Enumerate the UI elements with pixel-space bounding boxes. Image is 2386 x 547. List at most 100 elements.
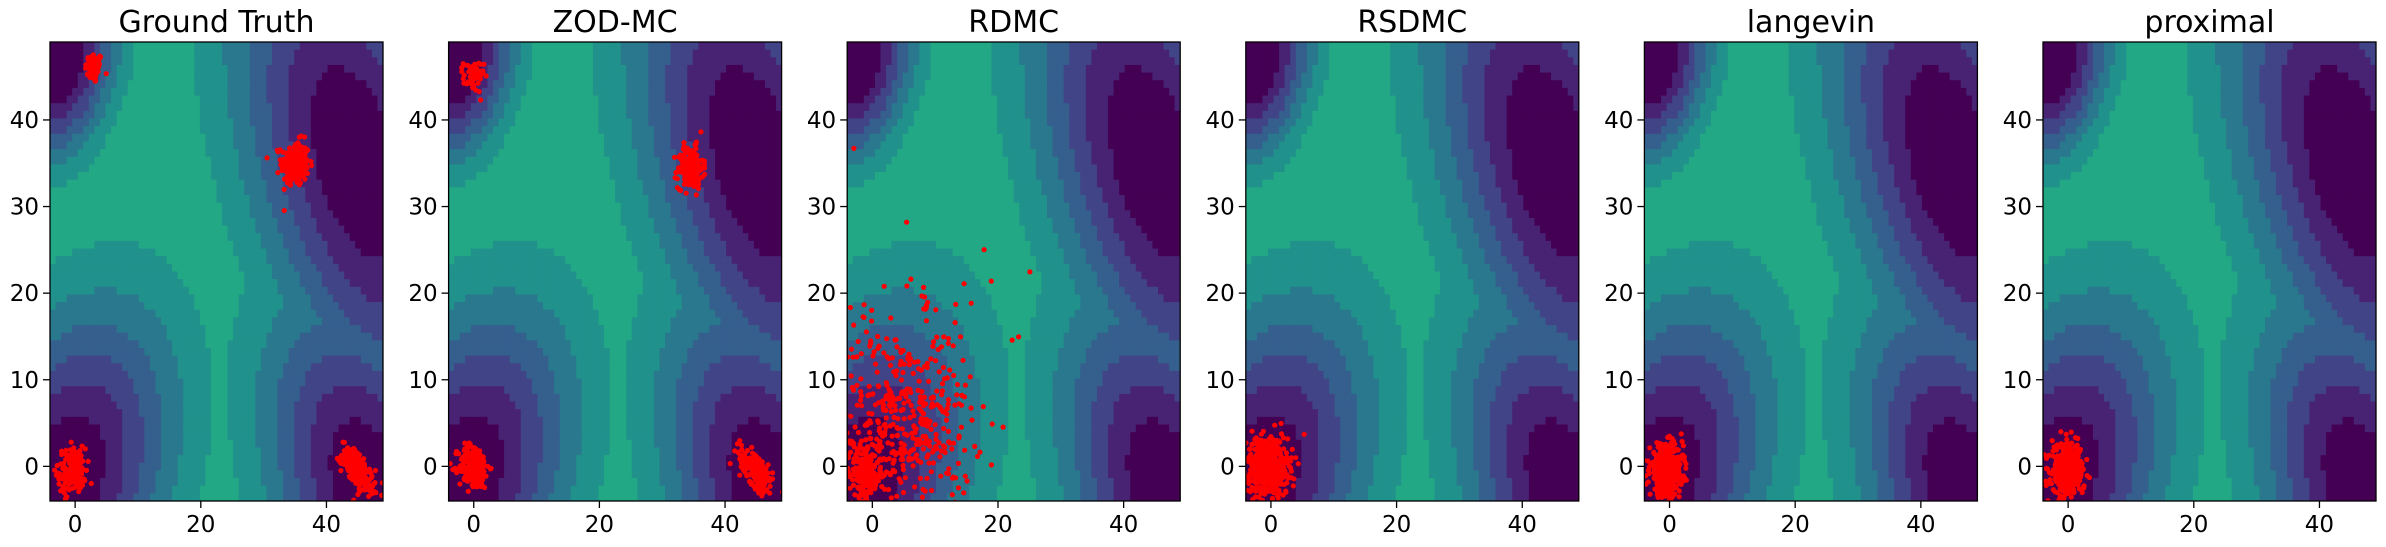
sample-point bbox=[850, 387, 857, 393]
sample-point bbox=[2069, 471, 2075, 477]
sample-point bbox=[1283, 489, 1289, 495]
sample-point bbox=[894, 524, 899, 529]
sample-point bbox=[937, 404, 943, 410]
sample-point bbox=[1677, 513, 1682, 518]
sample-point bbox=[83, 65, 89, 71]
sample-point bbox=[1256, 468, 1262, 474]
sample-cluster-1 bbox=[83, 52, 109, 84]
sample-point bbox=[1255, 447, 1261, 453]
sample-point bbox=[2073, 449, 2079, 455]
sample-point bbox=[837, 403, 842, 408]
sample-point bbox=[847, 354, 851, 360]
sample-point bbox=[899, 426, 906, 432]
sample-point bbox=[980, 404, 986, 410]
sample-point bbox=[479, 482, 485, 488]
sample-point bbox=[60, 483, 66, 489]
sample-point bbox=[1651, 449, 1657, 455]
sample-point bbox=[886, 397, 892, 403]
y-tick-label: 0 bbox=[2017, 454, 2032, 480]
sample-cluster-1 bbox=[1245, 420, 1307, 501]
sample-point bbox=[363, 479, 369, 485]
axes-frame bbox=[846, 41, 1181, 502]
sample-point bbox=[1646, 468, 1652, 474]
sample-point bbox=[856, 494, 862, 501]
sample-point bbox=[738, 460, 745, 466]
y-tick-label: 10 bbox=[1206, 368, 1235, 394]
sample-point bbox=[1654, 481, 1660, 487]
sample-point bbox=[351, 497, 357, 501]
sample-point bbox=[839, 344, 844, 349]
y-tick-label: 40 bbox=[807, 108, 836, 134]
sample-point bbox=[293, 141, 299, 148]
subplot-3: RDMC 0 20 40 0 10 20 30 40 bbox=[798, 5, 1181, 538]
sample-point bbox=[1253, 435, 1259, 441]
sample-point bbox=[64, 454, 70, 460]
sample-point bbox=[2047, 477, 2053, 483]
sample-point bbox=[488, 465, 494, 471]
sample-point bbox=[922, 433, 929, 439]
sample-point bbox=[90, 52, 96, 58]
sample-point bbox=[859, 403, 865, 409]
sample-point bbox=[933, 358, 939, 364]
sample-point bbox=[674, 169, 680, 175]
sample-point bbox=[798, 432, 803, 437]
sample-point bbox=[1254, 451, 1260, 457]
sample-point bbox=[1657, 469, 1663, 475]
sample-point bbox=[864, 453, 870, 459]
sample-point bbox=[79, 443, 85, 449]
sample-point bbox=[758, 473, 765, 480]
sample-point bbox=[477, 76, 483, 82]
sample-point bbox=[94, 58, 100, 65]
y-tick-label: 0 bbox=[1619, 454, 1634, 480]
sample-point bbox=[864, 483, 870, 489]
sample-point bbox=[875, 418, 881, 424]
sample-point bbox=[842, 411, 847, 416]
x-tick-label: 0 bbox=[1662, 512, 1677, 538]
sample-point bbox=[2072, 504, 2077, 509]
sample-point bbox=[847, 485, 853, 491]
sample-point bbox=[2069, 440, 2075, 446]
sample-point bbox=[934, 334, 940, 340]
sample-point bbox=[1676, 488, 1682, 494]
sample-point bbox=[296, 149, 302, 155]
sample-point bbox=[264, 155, 270, 161]
sample-point bbox=[846, 525, 851, 530]
sample-point bbox=[906, 450, 912, 456]
sample-point bbox=[894, 493, 900, 499]
y-tick-label: 30 bbox=[1604, 195, 1633, 221]
sample-point bbox=[1678, 431, 1684, 437]
sample-point bbox=[1273, 483, 1279, 489]
sample-point bbox=[926, 438, 932, 444]
sample-point bbox=[1268, 457, 1274, 463]
y-tick-label: 30 bbox=[408, 195, 437, 221]
sample-point bbox=[357, 488, 363, 495]
sample-point bbox=[2068, 429, 2074, 435]
sample-point bbox=[858, 451, 864, 457]
sample-cluster-2 bbox=[798, 283, 1006, 533]
subplot-title: RDMC bbox=[968, 5, 1059, 40]
sample-point bbox=[1649, 463, 1655, 469]
sample-point bbox=[880, 505, 885, 510]
sample-point bbox=[941, 443, 947, 449]
sample-point bbox=[848, 413, 854, 419]
y-tick-label: 0 bbox=[24, 454, 39, 480]
sample-point bbox=[355, 455, 361, 461]
sample-point bbox=[2050, 453, 2057, 459]
sample-point bbox=[372, 480, 378, 486]
sample-point bbox=[892, 407, 899, 413]
sample-point bbox=[934, 528, 939, 533]
sample-point bbox=[1660, 486, 1666, 492]
sample-point bbox=[2061, 452, 2067, 458]
sample-point bbox=[943, 417, 950, 423]
sample-point bbox=[749, 444, 755, 450]
samples bbox=[1245, 420, 1307, 501]
sample-point bbox=[910, 435, 916, 441]
sample-point bbox=[900, 406, 906, 412]
y-tick-label: 30 bbox=[1206, 195, 1235, 221]
sample-point bbox=[458, 467, 464, 473]
sample-point bbox=[884, 336, 890, 342]
sample-point bbox=[281, 207, 287, 214]
sample-point bbox=[855, 338, 861, 345]
y-tick-label: 0 bbox=[1220, 454, 1235, 480]
sample-point bbox=[1267, 450, 1273, 456]
